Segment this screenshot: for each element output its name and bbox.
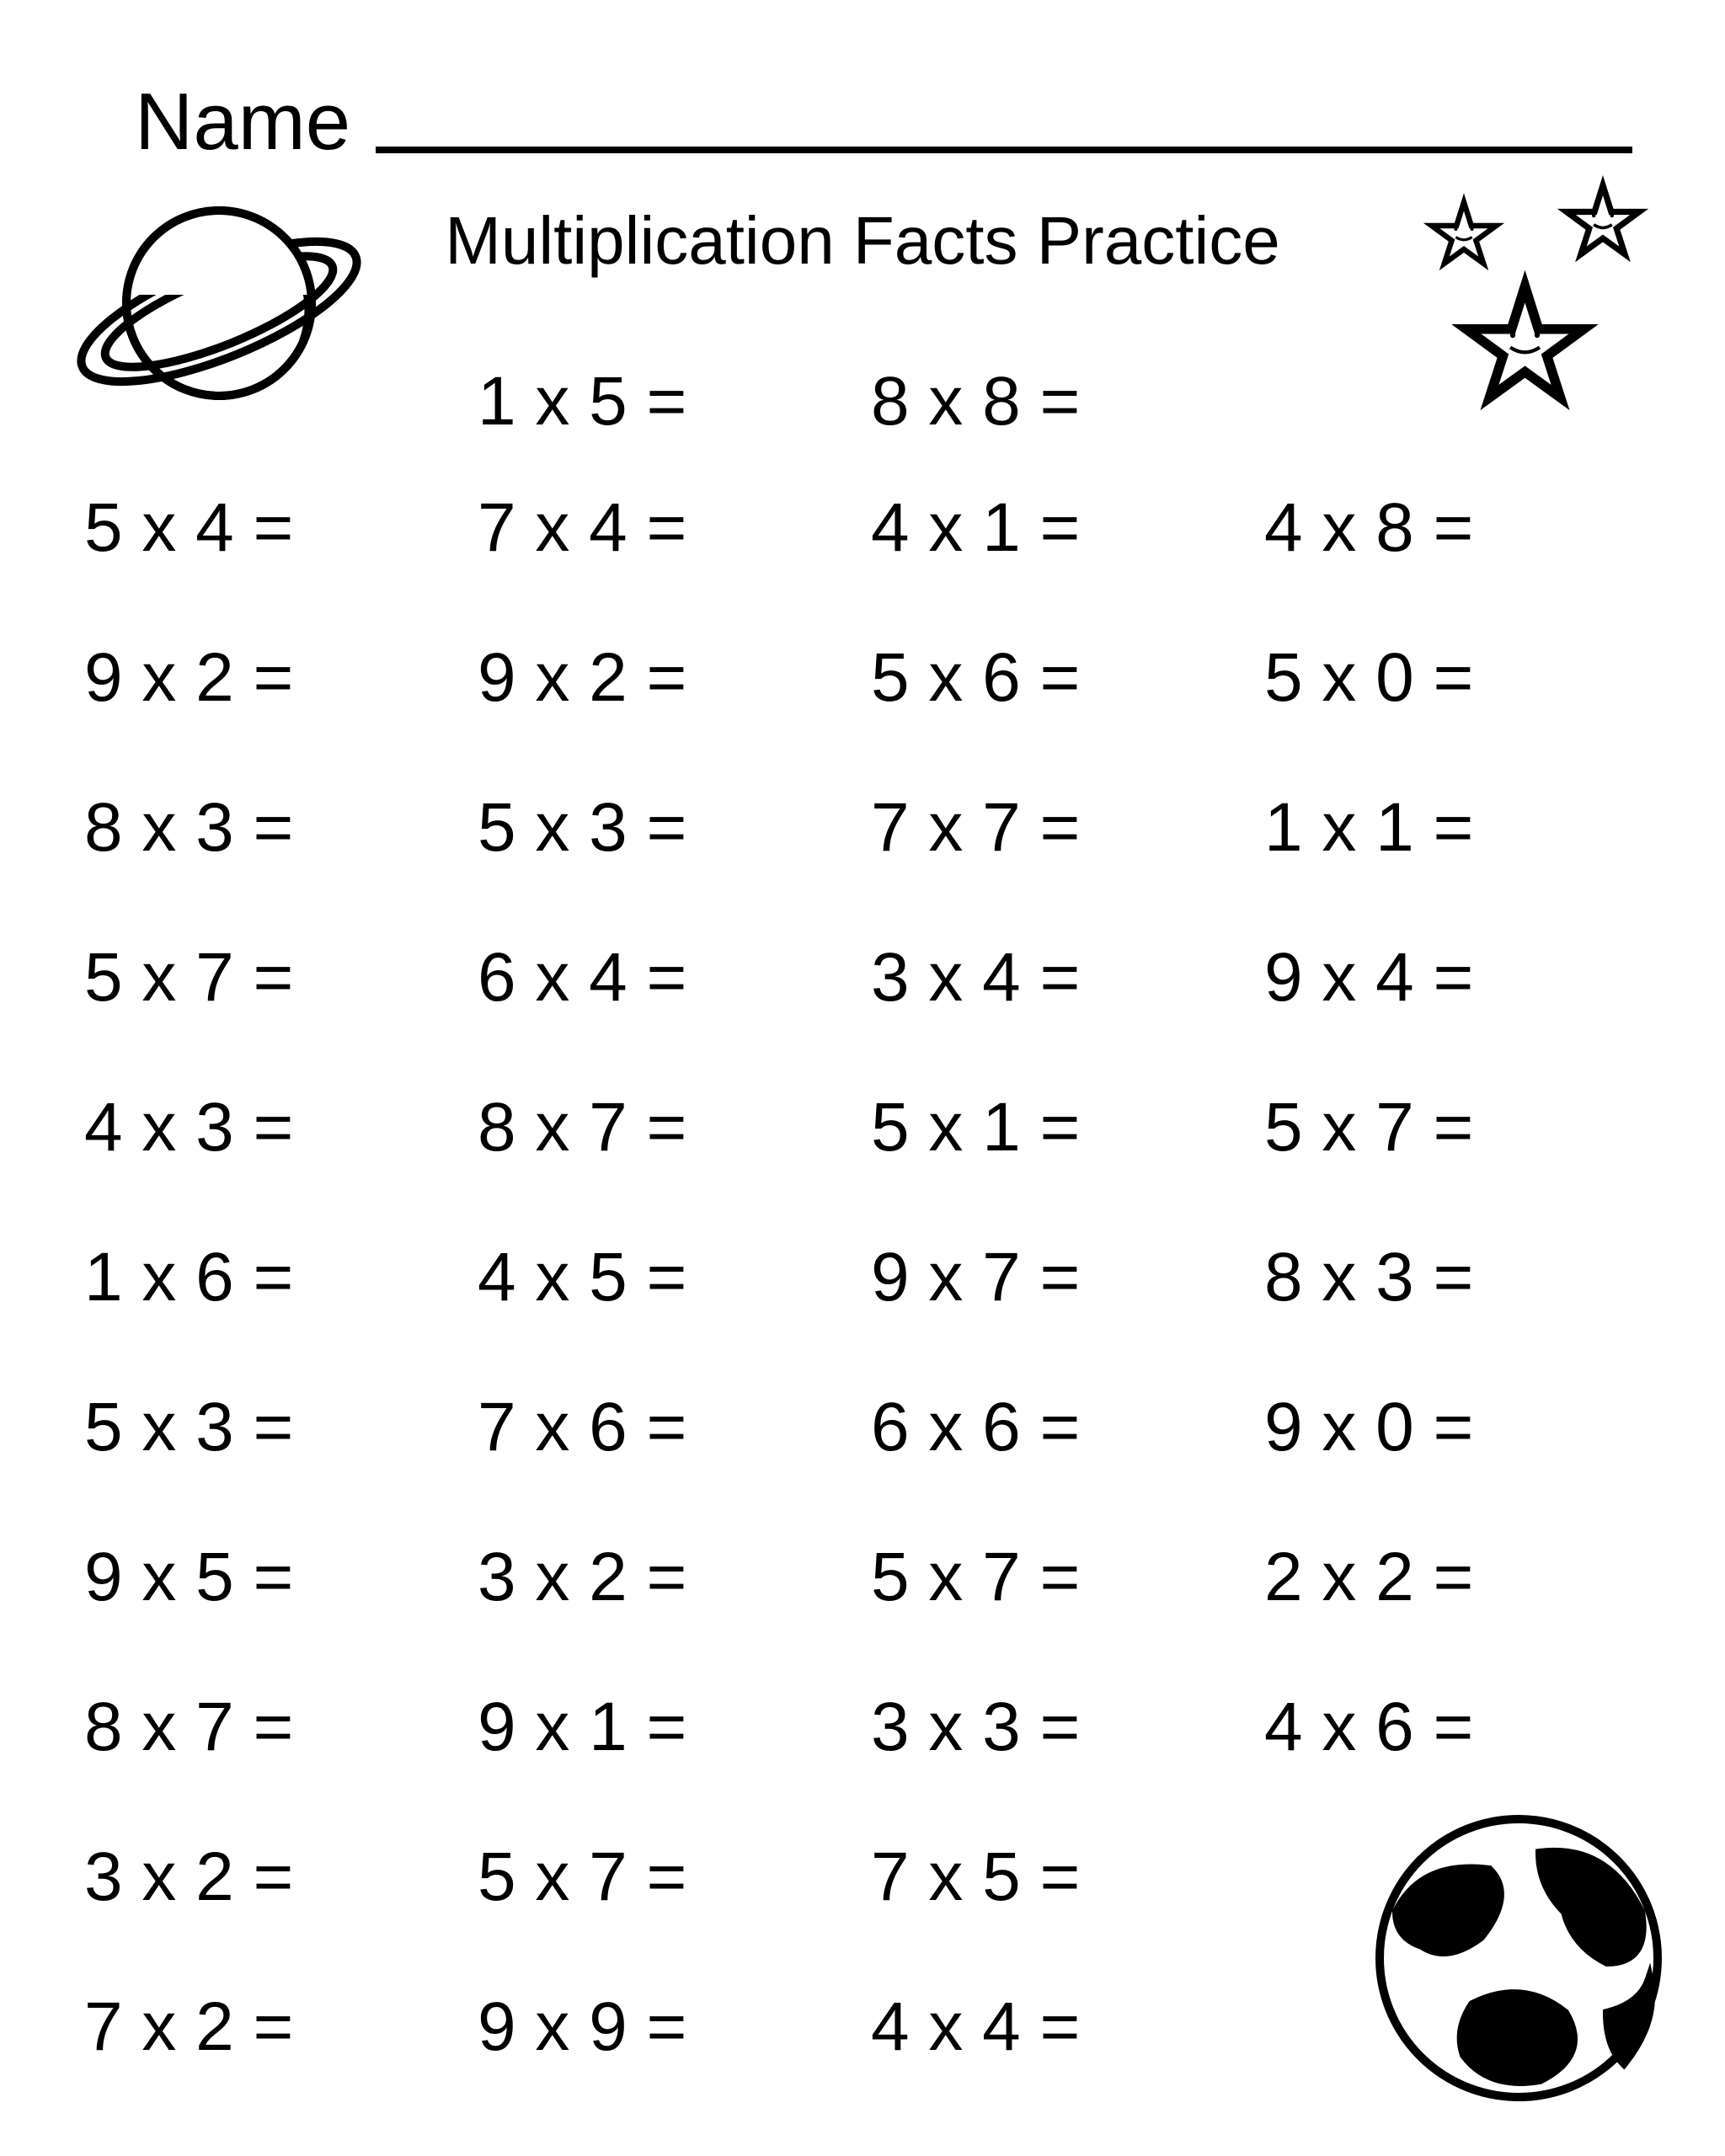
worksheet-page: Name Multiplication Facts Practice [0, 0, 1725, 2156]
problem-cell: 5 x 0 = [1264, 638, 1641, 719]
problem-cell: 7 x 5 = [871, 1838, 1247, 1919]
problem-cell: 6 x 6 = [871, 1388, 1247, 1469]
problem-cell: 7 x 4 = [478, 488, 854, 569]
problem-cell: 8 x 7 = [478, 1088, 854, 1169]
problem-cell: 8 x 3 = [84, 788, 461, 869]
problem-cell: 5 x 7 = [84, 938, 461, 1019]
problem-cell: 7 x 2 = [84, 1988, 461, 2068]
problem-cell: 1 x 6 = [84, 1238, 461, 1319]
problem-cell: 9 x 7 = [871, 1238, 1247, 1319]
problems-pre-row: 1 x 5 = 8 x 8 = [84, 362, 1641, 443]
problem-cell: 7 x 7 = [871, 788, 1247, 869]
problem-cell: 2 x 2 = [1264, 1538, 1641, 1619]
problem-cell: 7 x 6 = [478, 1388, 854, 1469]
problem-cell: 5 x 7 = [478, 1838, 854, 1919]
problem-cell: 3 x 4 = [871, 938, 1247, 1019]
problem-cell: 9 x 9 = [478, 1988, 854, 2068]
problem-cell: 4 x 8 = [1264, 488, 1641, 569]
problem-cell: 4 x 6 = [1264, 1688, 1641, 1769]
problem-cell: 5 x 6 = [871, 638, 1247, 719]
problem-cell: 9 x 4 = [1264, 938, 1641, 1019]
problem-cell: 1 x 5 = [478, 362, 854, 443]
problem-cell: 9 x 5 = [84, 1538, 461, 1619]
problem-cell: 1 x 1 = [1264, 788, 1641, 869]
problem-cell: 5 x 4 = [84, 488, 461, 569]
problem-cell: 8 x 7 = [84, 1688, 461, 1769]
problem-cell: 4 x 5 = [478, 1238, 854, 1319]
problem-cell: 6 x 4 = [478, 938, 854, 1019]
problems-grid: 5 x 4 =7 x 4 =4 x 1 =4 x 8 = 9 x 2 =9 x 2… [84, 488, 1641, 2068]
problem-cell: 4 x 3 = [84, 1088, 461, 1169]
problem-cell: 5 x 7 = [1264, 1088, 1641, 1169]
name-label: Name [135, 76, 350, 168]
problem-cell: 9 x 1 = [478, 1688, 854, 1769]
problem-cell: 3 x 2 = [478, 1538, 854, 1619]
problem-cell: 8 x 3 = [1264, 1238, 1641, 1319]
problem-cell: 9 x 2 = [478, 638, 854, 719]
problem-cell: 5 x 3 = [478, 788, 854, 869]
problem-cell: 4 x 4 = [871, 1988, 1247, 2068]
problem-cell: 5 x 7 = [871, 1538, 1247, 1619]
problem-cell: 8 x 8 = [871, 362, 1247, 443]
problem-cell: 5 x 1 = [871, 1088, 1247, 1169]
problem-cell: 3 x 2 = [84, 1838, 461, 1919]
problem-cell: 5 x 3 = [84, 1388, 461, 1469]
problem-cell: 3 x 3 = [871, 1688, 1247, 1769]
problem-cell: 9 x 2 = [84, 638, 461, 719]
problem-cell: 9 x 0 = [1264, 1388, 1641, 1469]
problem-cell: 4 x 1 = [871, 488, 1247, 569]
